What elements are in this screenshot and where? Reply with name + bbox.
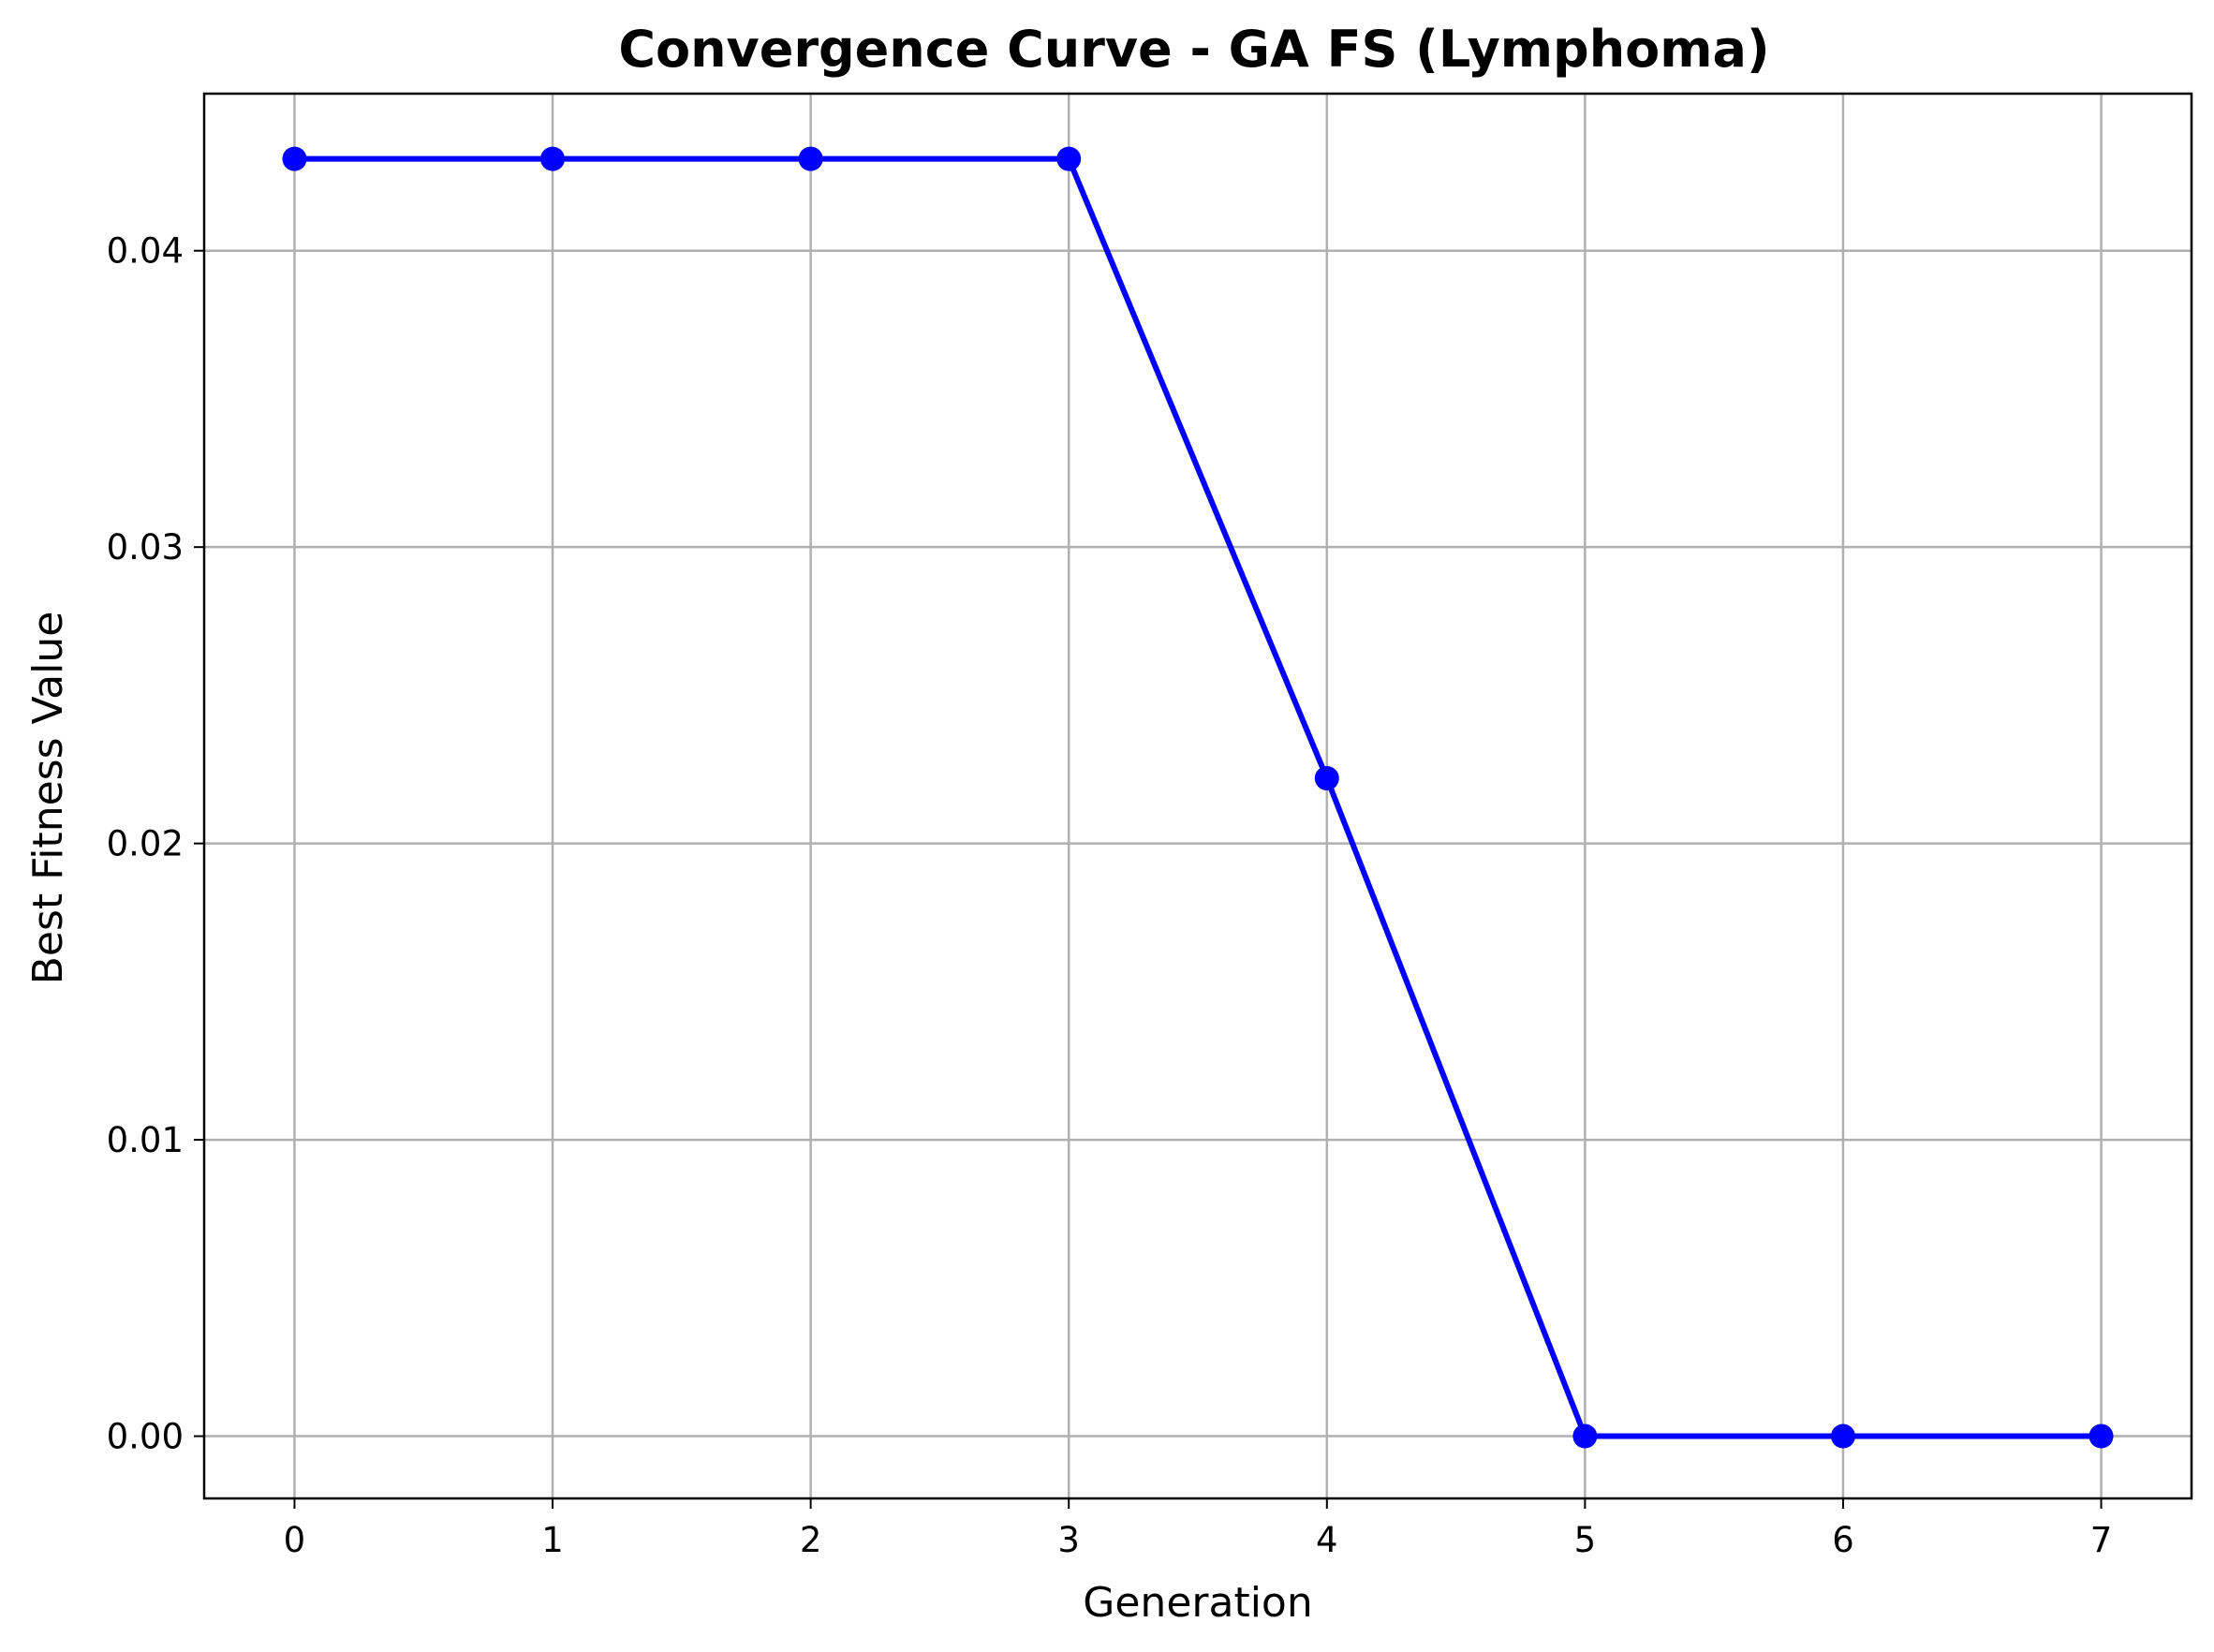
x-tick-label: 2 <box>800 1520 822 1560</box>
y-axis-label: Best Fitness Value <box>24 612 72 985</box>
x-tick-label: 6 <box>1832 1520 1854 1560</box>
series-markers <box>282 146 2114 1449</box>
data-point <box>2089 1423 2114 1449</box>
data-point <box>282 146 307 171</box>
x-axis-ticks: 0 1 2 3 4 5 6 7 <box>284 1498 2113 1560</box>
x-gridlines <box>293 94 2103 1498</box>
data-point <box>540 146 566 171</box>
x-tick-label: 0 <box>284 1520 306 1560</box>
y-tick-label: 0.01 <box>107 1120 184 1160</box>
x-tick-label: 3 <box>1057 1520 1080 1560</box>
data-point <box>798 146 823 171</box>
chart-title: Convergence Curve - GA FS (Lymphoma) <box>618 20 1769 79</box>
x-tick-label: 7 <box>2090 1520 2113 1560</box>
y-gridlines <box>204 249 2192 1438</box>
data-point <box>1056 146 1082 171</box>
data-point <box>1830 1423 1855 1449</box>
y-tick-label: 0.02 <box>107 824 184 864</box>
y-axis-ticks: 0.00 0.01 0.02 0.03 0.04 <box>107 231 204 1457</box>
x-axis-label: Generation <box>1083 1579 1312 1627</box>
data-point <box>1314 766 1339 791</box>
x-tick-label: 4 <box>1316 1520 1338 1560</box>
plot-frame <box>202 92 2193 1500</box>
data-point <box>1572 1423 1598 1449</box>
y-tick-label: 0.00 <box>107 1417 184 1457</box>
y-tick-label: 0.04 <box>107 231 184 272</box>
y-tick-label: 0.03 <box>107 527 184 568</box>
series-line <box>291 155 2104 1439</box>
x-tick-label: 1 <box>541 1520 564 1560</box>
x-tick-label: 5 <box>1574 1520 1597 1560</box>
